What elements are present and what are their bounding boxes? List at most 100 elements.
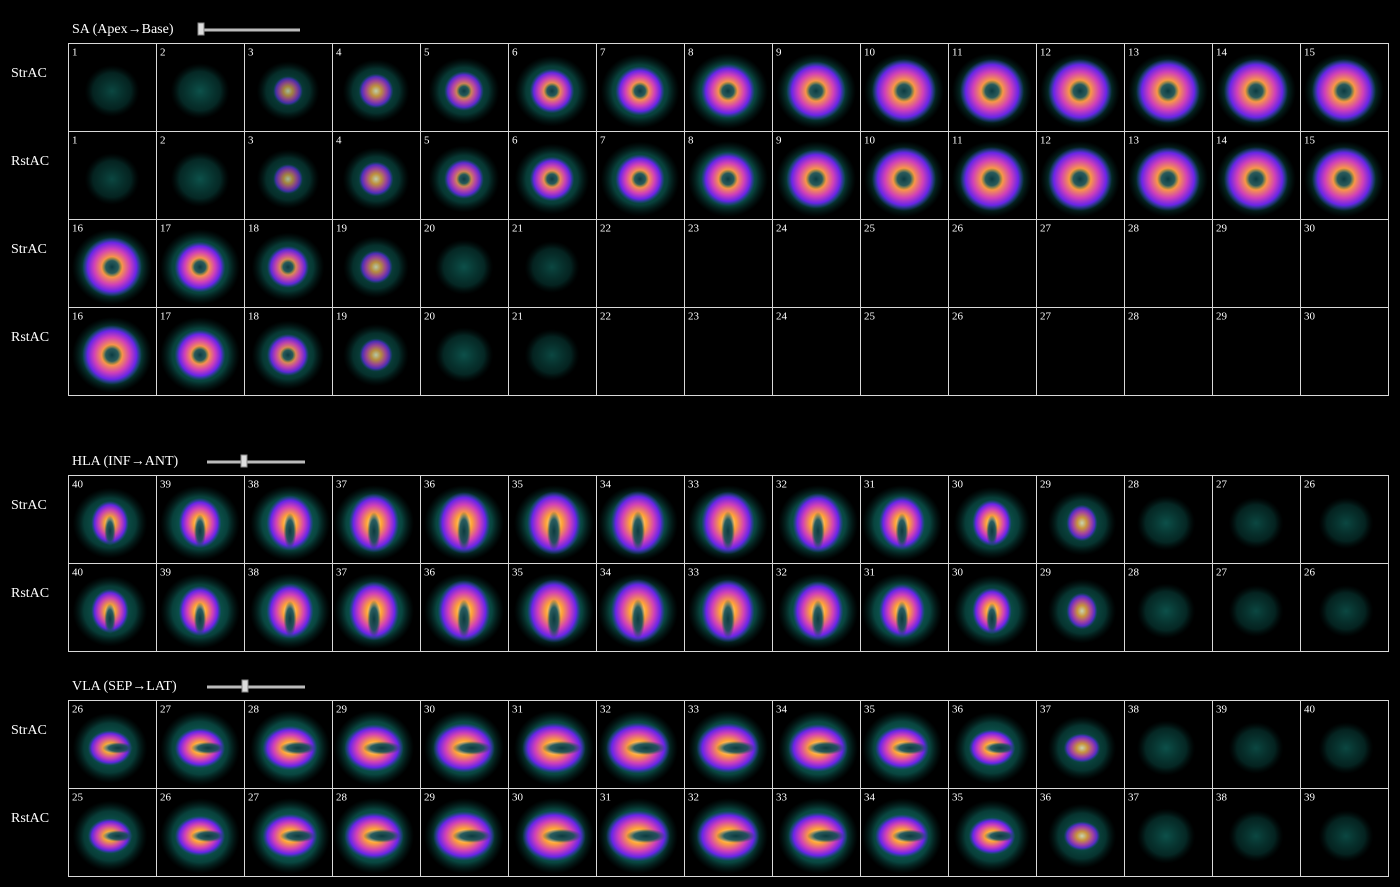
- slice-number: 7: [600, 135, 606, 147]
- slice-number: 5: [424, 47, 430, 59]
- slice-cell: [508, 43, 597, 132]
- slice-cell: [1124, 219, 1213, 308]
- slice-number: 31: [600, 792, 611, 804]
- slice-cell: [596, 307, 685, 396]
- slice-cell: [596, 475, 685, 564]
- slice-number: 32: [776, 479, 787, 491]
- slice-number: 35: [952, 792, 964, 804]
- slice-number: 26: [160, 792, 172, 804]
- slice-cell: [508, 475, 597, 564]
- slice-cell: [948, 563, 1037, 652]
- slice-number: 7: [600, 47, 606, 59]
- slice-number: 26: [1304, 479, 1316, 491]
- slider[interactable]: [197, 22, 300, 36]
- slice-cell: [684, 307, 773, 396]
- slice-cell: [68, 307, 157, 396]
- slice-cell: [508, 219, 597, 308]
- slice-number: 16: [72, 311, 84, 323]
- slice-number: 38: [1128, 704, 1140, 716]
- slice-cell: [948, 307, 1037, 396]
- slice-number: 15: [1304, 135, 1316, 147]
- slice-cell: [772, 43, 861, 132]
- slice-number: 6: [512, 47, 518, 59]
- slice-cell: [244, 131, 333, 220]
- slice-cell: [1212, 563, 1301, 652]
- slice-number: 39: [1216, 704, 1228, 716]
- slice-number: 38: [248, 567, 260, 579]
- slice-cell: [1300, 307, 1389, 396]
- slice-cell: [1212, 43, 1301, 132]
- slice-number: 30: [1304, 223, 1316, 235]
- slider[interactable]: [207, 679, 305, 693]
- slice-cell: [1124, 475, 1213, 564]
- slice-number: 26: [952, 311, 964, 323]
- slice-number: 28: [336, 792, 348, 804]
- slice-number: 34: [864, 792, 876, 804]
- slice-number: 37: [1040, 704, 1052, 716]
- slice-number: 21: [512, 311, 523, 323]
- section-title: HLA (INF→ANT): [72, 454, 178, 469]
- slice-number: 11: [952, 135, 963, 147]
- slice-cell: [1124, 131, 1213, 220]
- slice-cell: [1300, 788, 1389, 877]
- slice-number: 36: [952, 704, 964, 716]
- row-label: RstAC: [11, 811, 49, 826]
- section-title: VLA (SEP→LAT): [72, 679, 177, 694]
- slice-number: 18: [248, 311, 260, 323]
- slice-cell: [596, 131, 685, 220]
- slice-cell: [68, 788, 157, 877]
- slice-cell: [948, 475, 1037, 564]
- slice-number: 32: [600, 704, 611, 716]
- slice-number: 27: [1040, 311, 1052, 323]
- slice-cell: [420, 307, 509, 396]
- slice-cell: [156, 563, 245, 652]
- slice-cell: [684, 788, 773, 877]
- slice-number: 39: [160, 479, 172, 491]
- slice-cell: [156, 475, 245, 564]
- slice-number: 40: [72, 567, 84, 579]
- slice-number: 28: [1128, 311, 1140, 323]
- slice-number: 13: [1128, 47, 1140, 59]
- slice-number: 25: [72, 792, 84, 804]
- slice-cell: [420, 788, 509, 877]
- slice-number: 31: [864, 479, 875, 491]
- slice-cell: [156, 788, 245, 877]
- slice-cell: [244, 475, 333, 564]
- slice-cell: [772, 219, 861, 308]
- slider[interactable]: [207, 454, 305, 468]
- slice-number: 33: [688, 479, 700, 491]
- slice-cell: [772, 700, 861, 789]
- slice-cell: [244, 700, 333, 789]
- slice-cell: [684, 563, 773, 652]
- slice-number: 29: [336, 704, 348, 716]
- slice-cell: [948, 131, 1037, 220]
- slice-cell: [596, 788, 685, 877]
- slice-number: 9: [776, 47, 782, 59]
- slice-cell: [1124, 563, 1213, 652]
- slice-number: 24: [776, 311, 788, 323]
- row-label: RstAC: [11, 154, 49, 169]
- slice-number: 2: [160, 47, 166, 59]
- slice-number: 8: [688, 47, 694, 59]
- slice-number: 3: [248, 135, 254, 147]
- slice-cell: [1036, 131, 1125, 220]
- slice-cell: [596, 700, 685, 789]
- section-title: SA (Apex→Base): [72, 22, 174, 37]
- slice-number: 29: [1216, 223, 1228, 235]
- slice-number: 29: [1216, 311, 1228, 323]
- slice-number: 30: [1304, 311, 1316, 323]
- slice-number: 39: [160, 567, 172, 579]
- slice-cell: [332, 563, 421, 652]
- slice-number: 1: [72, 135, 78, 147]
- slice-number: 2: [160, 135, 166, 147]
- row-label: StrAC: [11, 723, 47, 738]
- slice-cell: [772, 475, 861, 564]
- slice-cell: [420, 563, 509, 652]
- slice-number: 25: [864, 311, 876, 323]
- row-label: StrAC: [11, 66, 47, 81]
- slice-cell: [332, 219, 421, 308]
- slice-number: 31: [512, 704, 523, 716]
- slice-number: 3: [248, 47, 254, 59]
- slice-number: 18: [248, 223, 260, 235]
